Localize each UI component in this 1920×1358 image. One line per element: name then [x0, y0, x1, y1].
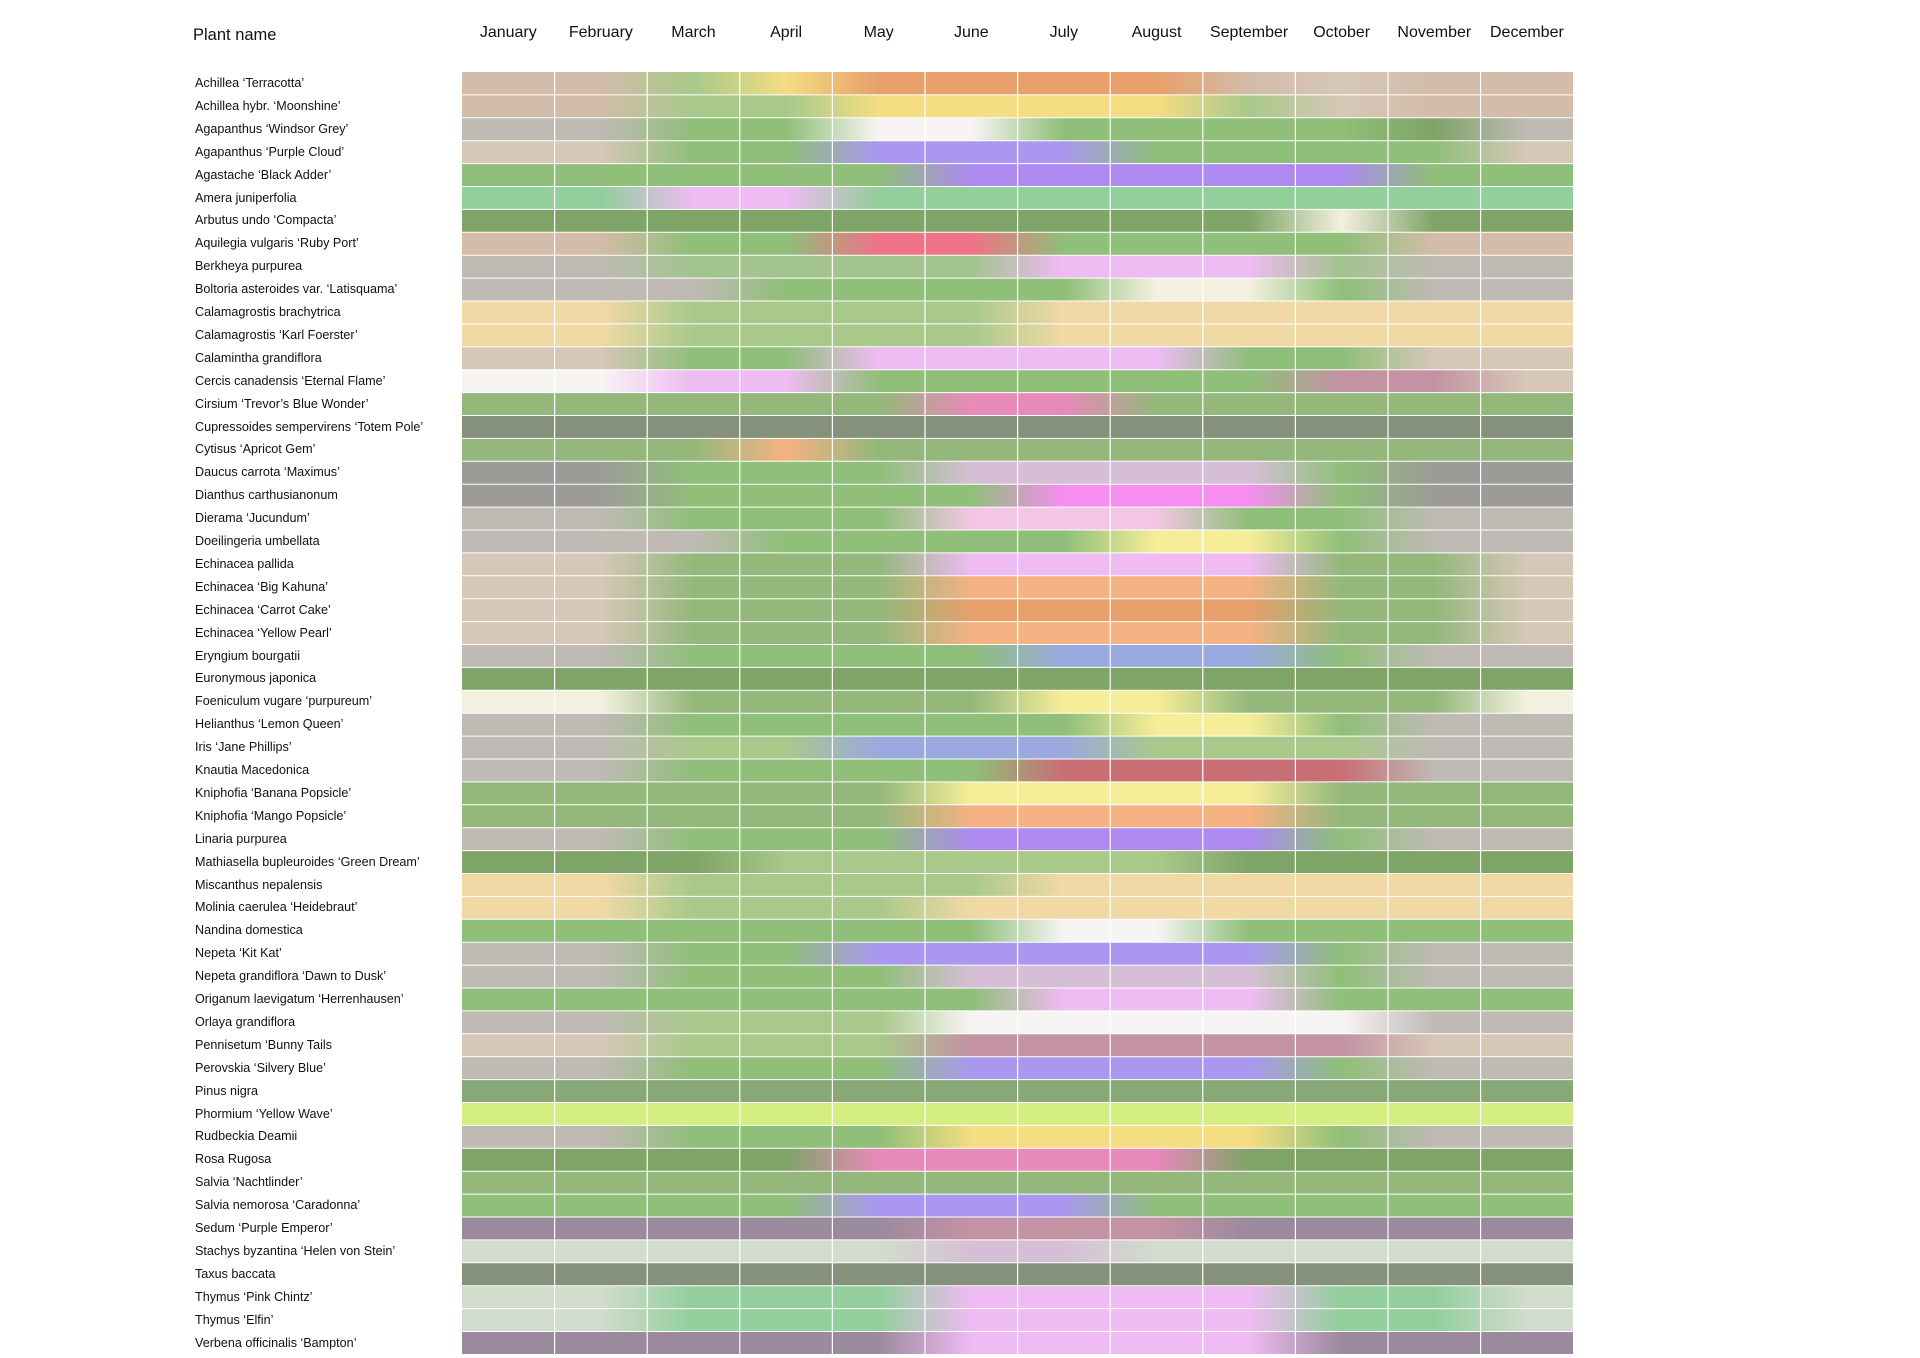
plant-name-label: Eryngium bourgatii: [195, 648, 300, 663]
plant-name-label: Cupressoides sempervirens ‘Totem Pole’: [195, 419, 424, 434]
month-label-february: February: [568, 24, 633, 41]
plant-name-label: Mathiasella bupleuroides ‘Green Dream’: [195, 854, 420, 869]
plant-name-label: Echinacea ‘Big Kahuna’: [195, 579, 329, 594]
plant-name-label: Agastache ‘Black Adder’: [195, 167, 332, 182]
month-label-august: August: [1131, 24, 1182, 41]
plant-name-label: Cercis canadensis ‘Eternal Flame’: [195, 373, 386, 388]
month-label-december: December: [1489, 24, 1564, 41]
plant-name-label: Perovskia ‘Silvery Blue’: [195, 1060, 326, 1075]
plant-name-label: Iris ‘Jane Phillips’: [195, 740, 292, 755]
plant-name-label: Phormium ‘Yellow Wave’: [195, 1106, 333, 1121]
month-label-april: April: [770, 24, 803, 41]
plant-name-label: Calamintha grandiflora: [195, 350, 322, 365]
plant-name-label: Dianthus carthusianonum: [195, 488, 338, 503]
month-label-january: January: [479, 24, 537, 41]
plant-name-label: Molinia caerulea ‘Heidebraut’: [195, 900, 358, 915]
plant-name-label: Nepeta ‘Kit Kat’: [195, 946, 282, 961]
plant-name-label: Cytisus ‘Apricot Gem’: [195, 442, 316, 457]
plant-name-label: Dierama ‘Jucundum’: [195, 511, 310, 526]
bloom-heatmap: [462, 72, 1574, 1355]
plant-name-label: Achillea hybr. ‘Moonshine’: [195, 98, 341, 113]
plant-name-label: Salvia ‘Nachtlinder’: [195, 1175, 303, 1190]
plant-name-header: Plant name: [193, 26, 277, 44]
plant-name-label: Stachys byzantina ‘Helen von Stein’: [195, 1243, 396, 1258]
month-label-june: June: [953, 24, 989, 41]
plant-name-label: Echinacea ‘Carrot Cake’: [195, 602, 331, 617]
plant-name-label: Pennisetum ‘Bunny Tails: [195, 1037, 332, 1052]
plant-name-label: Orlaya grandiflora: [195, 1014, 296, 1029]
plant-name-label: Calamagrostis brachytrica: [195, 305, 341, 319]
plant-name-label: Boltoria asteroides var. ‘Latisquama’: [195, 282, 398, 297]
plant-name-label: Agapanthus ‘Windsor Grey’: [195, 121, 349, 136]
plant-name-label: Salvia nemorosa ‘Caradonna’: [195, 1198, 361, 1213]
plant-name-label: Amera juniperfolia: [195, 190, 297, 205]
month-label-july: July: [1049, 24, 1079, 41]
month-label-may: May: [863, 24, 894, 41]
month-label-september: September: [1209, 24, 1289, 41]
plant-name-label: Echinacea pallida: [195, 556, 294, 571]
plant-name-label: Sedum ‘Purple Emperor’: [195, 1221, 333, 1235]
plant-name-label: Daucus carrota ‘Maximus’: [195, 465, 340, 480]
plant-name-label: Pinus nigra: [195, 1083, 259, 1098]
month-label-october: October: [1313, 24, 1371, 41]
plant-name-label: Aquilegia vulgaris ‘Ruby Port’: [195, 236, 359, 251]
plant-name-label: Agapanthus ‘Purple Cloud’: [195, 144, 345, 159]
plant-name-label: Achillea ‘Terracotta’: [195, 76, 305, 90]
plant-name-label: Thymus ‘Pink Chintz’: [195, 1289, 313, 1304]
plant-name-label: Doeilingeria umbellata: [195, 534, 320, 548]
month-header-row: January February March April May June July Augu…: [462, 24, 1573, 48]
plant-name-label: Cirsium ‘Trevor’s Blue Wonder’: [195, 396, 369, 411]
plant-name-label: Linaria purpurea: [195, 831, 287, 846]
plant-name-label: Echinacea ‘Yellow Pearl’: [195, 625, 332, 640]
plant-name-label: Calamagrostis ‘Karl Foerster’: [195, 327, 358, 342]
plant-name-label: Arbutus undo ‘Compacta’: [195, 213, 337, 228]
plant-name-label: Thymus ‘Elfin’: [195, 1312, 274, 1327]
plant-name-label: Rosa Rugosa: [195, 1152, 272, 1167]
plant-name-label: Taxus baccata: [195, 1266, 276, 1281]
plant-name-label: Knautia Macedonica: [195, 763, 310, 777]
plant-name-label: Berkheya purpurea: [195, 259, 303, 274]
plant-name-label: Nandina domestica: [195, 923, 303, 938]
month-label-march: March: [671, 24, 716, 41]
plant-name-label: Foeniculum vugare ‘purpureum’: [195, 694, 373, 709]
month-label-november: November: [1397, 24, 1472, 41]
plant-name-label: Kniphofia ‘Mango Popsicle’: [195, 808, 347, 823]
plant-name-label: Euronymous japonica: [195, 671, 317, 686]
plant-name-label: Nepeta grandiflora ‘Dawn to Dusk’: [195, 969, 387, 984]
plant-name-label: Verbena officinalis ‘Bampton’: [195, 1335, 357, 1350]
plant-name-label: Kniphofia ‘Banana Popsicle’: [195, 785, 352, 800]
plant-name-label: Helianthus ‘Lemon Queen’: [195, 717, 344, 732]
plant-name-label: Miscanthus nepalensis: [195, 877, 323, 892]
plant-name-label: Rudbeckia Deamii: [195, 1129, 298, 1144]
plant-name-label: Origanum laevigatum ‘Herrenhausen’: [195, 992, 404, 1006]
